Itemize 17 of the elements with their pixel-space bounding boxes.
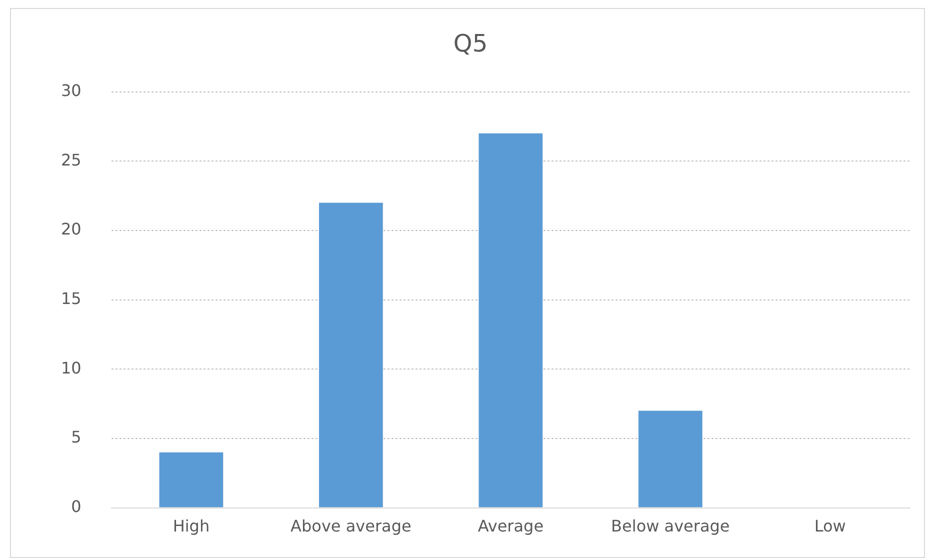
x-tick-label: Average — [478, 516, 544, 536]
bar — [478, 133, 543, 508]
bar — [319, 202, 383, 508]
bar — [159, 452, 224, 508]
x-tick-label: High — [172, 516, 210, 536]
y-tick-label: 10 — [61, 358, 82, 378]
x-tick-label: Above average — [290, 516, 412, 536]
x-tick-label: Low — [814, 516, 846, 536]
y-tick-label: 5 — [71, 428, 82, 447]
y-tick-label: 30 — [61, 80, 82, 100]
bar — [638, 410, 702, 508]
y-tick-label: 0 — [71, 496, 82, 516]
y-tick-label: 15 — [61, 288, 82, 308]
y-tick-label: 25 — [61, 150, 82, 170]
x-tick-label: Below average — [611, 516, 730, 536]
chart-title: Q5 — [453, 30, 488, 58]
y-tick-label: 20 — [61, 220, 82, 239]
